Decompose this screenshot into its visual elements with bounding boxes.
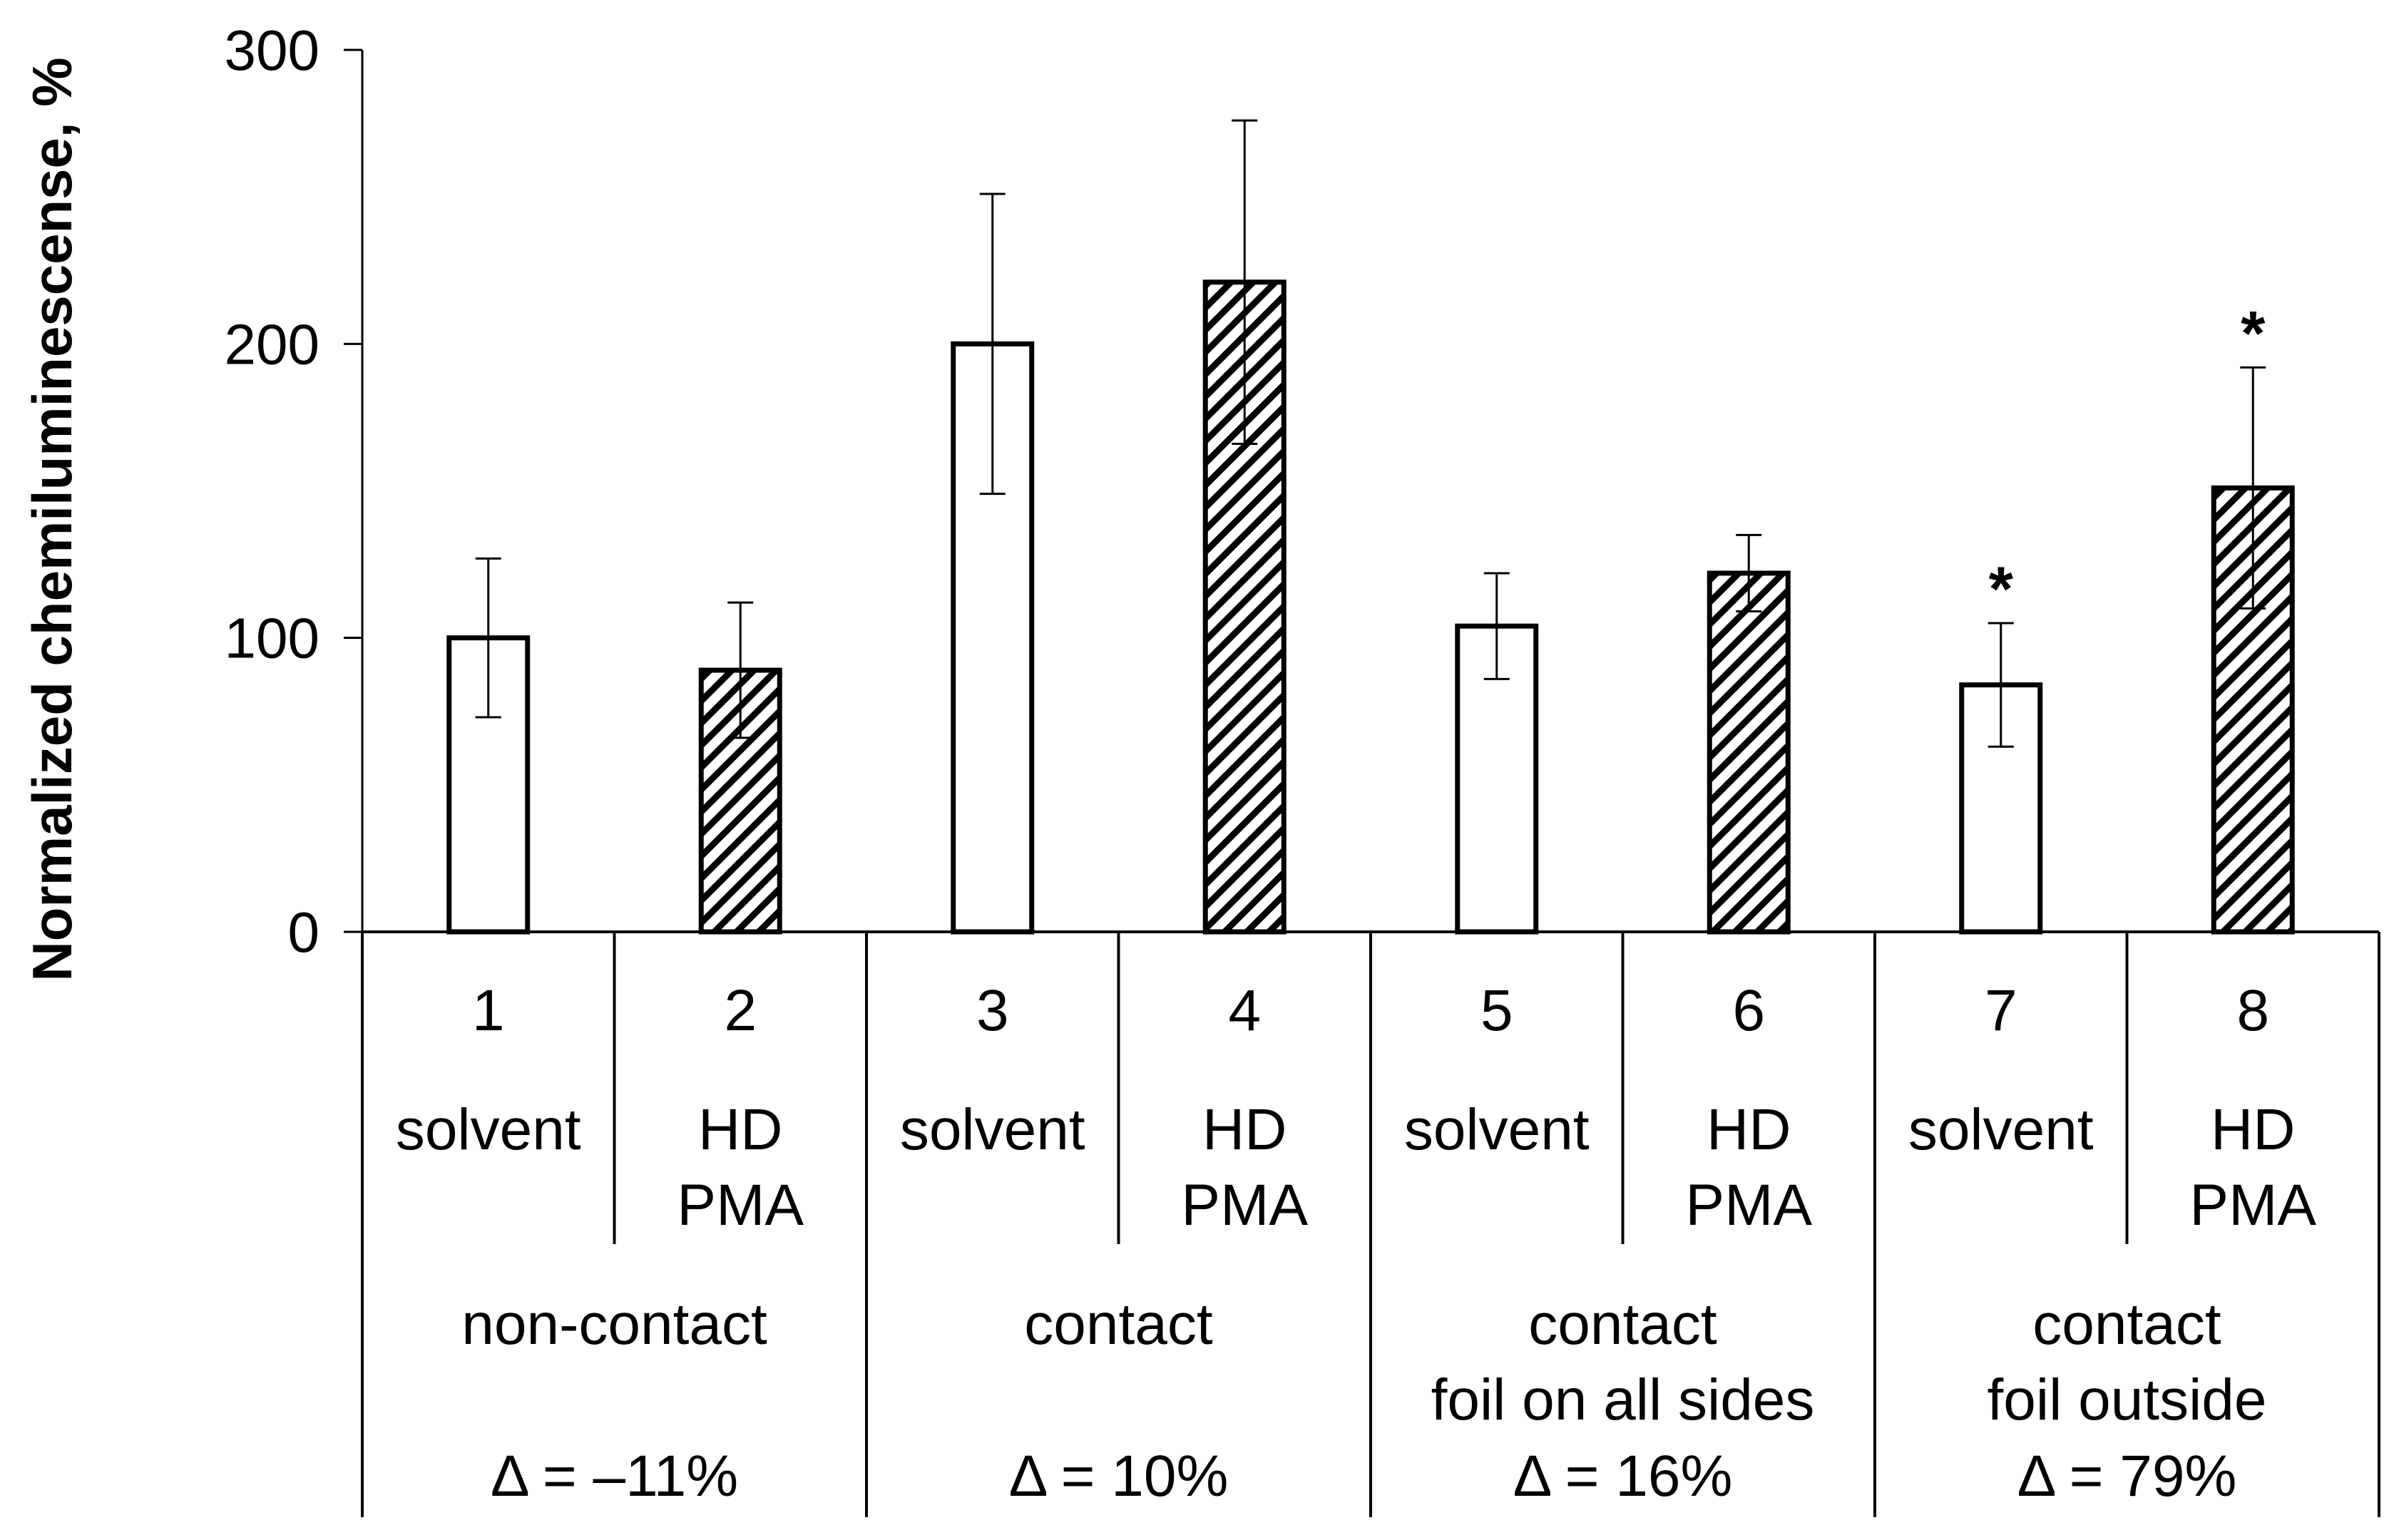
bar-label-1-line-1: solvent [396, 1097, 581, 1162]
bar-label-5-line-1: solvent [1404, 1097, 1590, 1162]
y-tick-label: 300 [225, 19, 319, 82]
group-label-3-line-1: contact [1528, 1292, 1717, 1357]
bar-number-3: 3 [976, 978, 1009, 1043]
significance-star-8: * [2241, 297, 2266, 368]
y-tick-label: 200 [225, 312, 319, 376]
group-label-2-line-1: contact [1024, 1292, 1213, 1357]
group-label-1-line-1: non-contact [461, 1292, 767, 1357]
bar-label-2-line-1: HD [698, 1097, 782, 1162]
bar-label-8-line-2: PMA [2189, 1173, 2316, 1238]
bar-label-7-line-1: solvent [1908, 1097, 2094, 1162]
bar-label-4-line-1: HD [1202, 1097, 1286, 1162]
y-axis-title: Normalized chemiluminescense, % [21, 57, 83, 981]
group-label-4-line-2: foil outside [1987, 1367, 2266, 1432]
bar-label-6-line-2: PMA [1685, 1173, 1812, 1238]
bar-number-1: 1 [472, 978, 505, 1043]
group-delta-1: Δ = –11% [491, 1444, 738, 1509]
bar-label-6-line-1: HD [1707, 1097, 1791, 1162]
group-delta-3: Δ = 16% [1513, 1444, 1733, 1509]
bar-label-2-line-2: PMA [677, 1173, 804, 1238]
y-axis-title-group: Normalized chemiluminescense, % [21, 57, 83, 981]
significance-star-7: * [1989, 553, 2014, 624]
bar-number-2: 2 [724, 978, 757, 1043]
category-table: 1 solvent 2 HD PMA 3 solvent 4 HD PMA 5 solvent 6 HD P… [361, 932, 2380, 1517]
bar-number-6: 6 [1732, 978, 1765, 1043]
bar-label-3-line-1: solvent [900, 1097, 1085, 1162]
group-delta-2: Δ = 10% [1009, 1444, 1229, 1509]
group-label-4-line-1: contact [2032, 1292, 2221, 1357]
bar-number-7: 7 [1985, 978, 2017, 1043]
bar-number-4: 4 [1228, 978, 1261, 1043]
bar-number-8: 8 [2236, 978, 2269, 1043]
y-tick-label: 0 [288, 900, 320, 964]
bars: ** [446, 119, 2295, 935]
group-delta-4: Δ = 79% [2017, 1444, 2237, 1509]
bar-number-5: 5 [1480, 978, 1513, 1043]
group-label-3-line-2: foil on all sides [1431, 1367, 1815, 1432]
bar-6 [1707, 570, 1791, 935]
bar-label-4-line-2: PMA [1181, 1173, 1308, 1238]
axes: 0 100 200 300 [225, 19, 2379, 964]
y-tick-label: 100 [225, 607, 319, 670]
bar-label-8-line-1: HD [2211, 1097, 2295, 1162]
